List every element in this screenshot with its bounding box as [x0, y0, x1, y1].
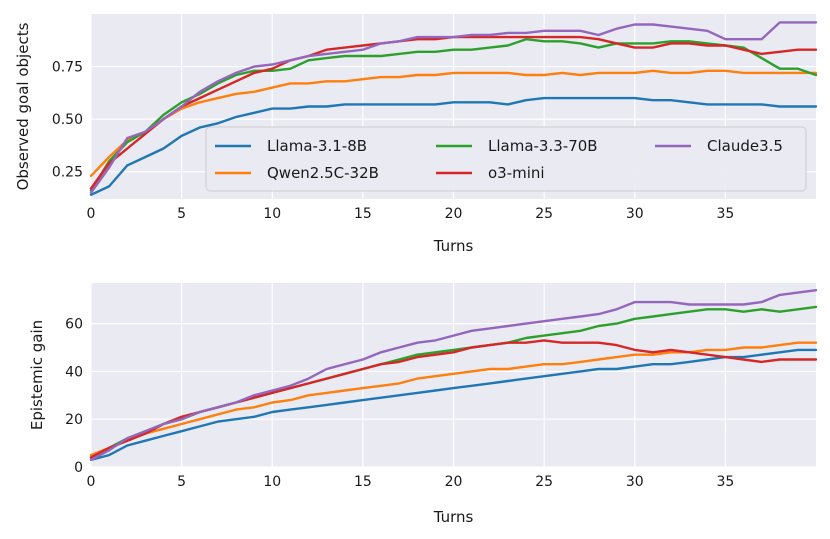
series-line-llama-3-1-8b	[89, 348, 818, 461]
x-tick-label: 20	[445, 474, 463, 490]
x-tick-label: 35	[716, 474, 734, 490]
top-x-axis-label: Turns	[433, 237, 474, 255]
bottom-y-axis-label: Epistemic gain	[28, 320, 46, 430]
y-tick-label: 0.25	[52, 165, 83, 181]
series-line-llama-3-3-70b	[89, 38, 818, 192]
series-line-qwen2-5c-32b	[89, 341, 818, 457]
x-tick-label: 35	[716, 206, 734, 222]
y-tick-label: 60	[65, 317, 83, 333]
legend-label: Claude3.5	[707, 137, 783, 155]
x-tick-label: 0	[87, 206, 96, 222]
legend-label: o3-mini	[488, 164, 545, 182]
series-line-qwen2-5c-32b	[89, 69, 818, 178]
legend: Llama-3.1-8B Qwen2.5C-32B Llama-3.3-70B o3-…	[205, 126, 807, 192]
x-tick-label: 10	[263, 474, 281, 490]
bottom-panel: 0 5 10 15 20 25 30 35 0 20 40 60 Turns Epistemic ga…	[28, 283, 818, 526]
series-line-claude3-5	[89, 289, 818, 461]
y-tick-label: 40	[65, 364, 83, 380]
legend-label: Qwen2.5C-32B	[267, 164, 379, 182]
y-tick-label: 0.50	[52, 112, 83, 128]
x-tick-label: 30	[626, 474, 644, 490]
bottom-ticks: 0 5 10 15 20 25 30 35 0 20 40 60	[65, 317, 734, 490]
x-tick-label: 20	[445, 206, 463, 222]
x-tick-label: 5	[177, 474, 186, 490]
legend-label: Llama-3.3-70B	[488, 137, 598, 155]
series-line-claude3-5	[89, 21, 818, 194]
x-tick-label: 15	[354, 474, 372, 490]
x-tick-label: 30	[626, 206, 644, 222]
y-tick-label: 20	[65, 412, 83, 428]
y-tick-label: 0.75	[52, 60, 83, 76]
x-tick-label: 25	[535, 206, 553, 222]
bottom-series-lines	[89, 289, 818, 461]
y-tick-label: 0	[74, 460, 83, 476]
legend-label: Llama-3.1-8B	[267, 137, 367, 155]
x-tick-label: 25	[535, 474, 553, 490]
x-tick-label: 0	[87, 474, 96, 490]
bottom-x-axis-label: Turns	[433, 508, 474, 526]
bottom-grid	[90, 283, 816, 468]
series-line-llama-3-1-8b	[89, 96, 818, 197]
top-series-lines	[89, 21, 818, 197]
x-tick-label: 15	[354, 206, 372, 222]
top-panel: 0 5 10 15 20 25 30 35 0.25 0.50 0.75 Turns Observe…	[14, 14, 818, 255]
x-tick-label: 10	[263, 206, 281, 222]
top-ticks: 0 5 10 15 20 25 30 35 0.25 0.50 0.75	[52, 60, 734, 222]
x-tick-label: 5	[177, 206, 186, 222]
legend-box	[205, 126, 807, 192]
top-y-axis-label: Observed goal objects	[14, 22, 32, 190]
